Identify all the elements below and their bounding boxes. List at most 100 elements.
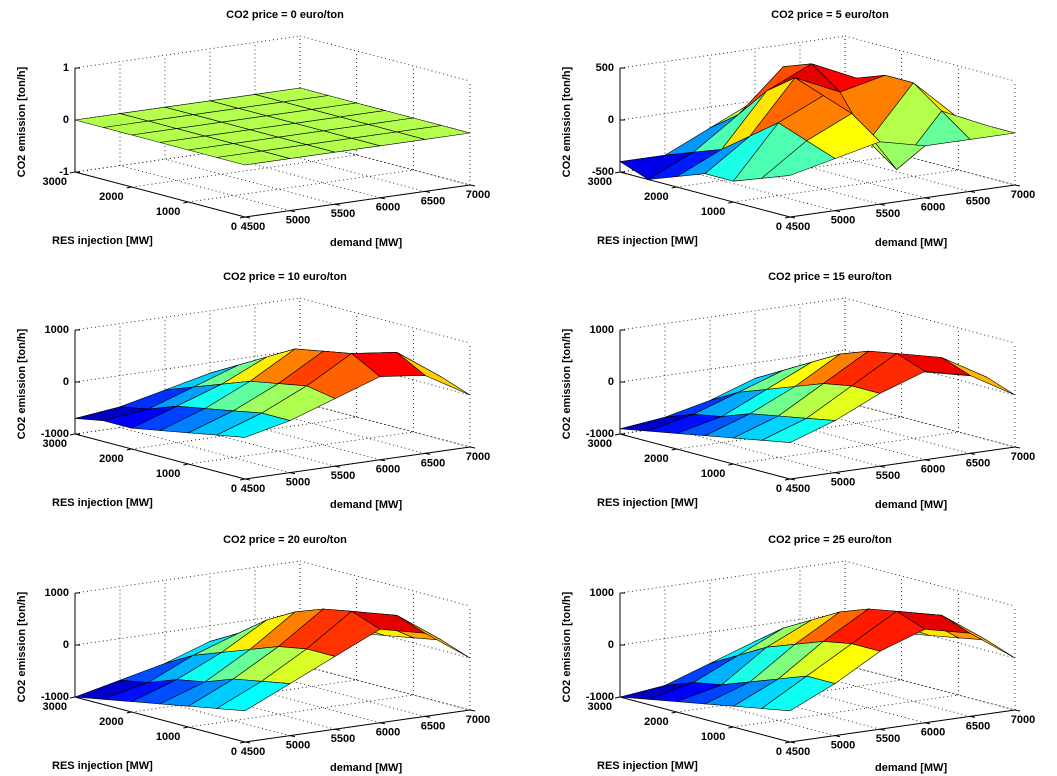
grid-line — [619, 297, 846, 331]
x-tick-label: 6500 — [966, 457, 990, 469]
x-tick — [834, 735, 841, 738]
x-axis — [244, 709, 471, 743]
panel: 4500500055006000650070000100020003000-10… — [16, 9, 490, 249]
x-axis-label: demand [MW] — [330, 237, 402, 249]
z-axis-label: CO2 emission [ton/h] — [16, 328, 28, 439]
surface-patch — [216, 150, 291, 166]
y-tick-label: 1000 — [156, 468, 180, 480]
y-tick — [784, 478, 791, 481]
y-tick-label: 3000 — [43, 701, 67, 713]
z-tick-label: -1000 — [586, 691, 614, 703]
y-tick — [69, 171, 76, 174]
surface-patch — [941, 357, 1016, 396]
y-tick-label: 2000 — [644, 191, 668, 203]
y-tick — [784, 741, 791, 744]
x-tick-label: 6000 — [376, 202, 400, 214]
x-tick — [469, 184, 476, 187]
y-axis-label: RES injection [MW] — [52, 497, 153, 509]
x-tick — [969, 190, 976, 193]
y-tick — [126, 711, 132, 714]
y-tick-label: 1000 — [701, 206, 725, 218]
z-tick-label: 500 — [596, 62, 614, 74]
grid-line — [164, 158, 336, 205]
grid-line — [844, 664, 1016, 711]
x-tick-label: 5000 — [831, 477, 855, 489]
y-tick — [239, 478, 246, 481]
x-tick — [789, 478, 796, 481]
y-tick-label: 3000 — [588, 701, 612, 713]
y-axis-label: RES injection [MW] — [597, 497, 698, 509]
x-tick-label: 6000 — [376, 464, 400, 476]
y-axis-label: RES injection [MW] — [597, 760, 698, 772]
grid-line — [299, 297, 471, 344]
grid-line — [844, 35, 1016, 82]
y-tick-label: 2000 — [644, 716, 668, 728]
x-tick — [424, 190, 431, 193]
y-tick-label: 1000 — [156, 206, 180, 218]
chart-title: CO2 price = 0 euro/ton — [226, 9, 344, 21]
z-tick-label: 0 — [608, 639, 614, 651]
z-tick-label: 0 — [63, 114, 69, 126]
panel: 4500500055006000650070000100020003000-10… — [16, 534, 490, 774]
z-axis-label: CO2 emission [ton/h] — [16, 591, 28, 702]
z-axis-label: CO2 emission [ton/h] — [561, 66, 573, 177]
x-tick — [424, 452, 431, 455]
y-tick — [69, 696, 76, 699]
x-tick-label: 7000 — [466, 189, 490, 201]
y-tick-label: 0 — [776, 221, 782, 233]
chart-title: CO2 price = 25 euro/ton — [768, 534, 892, 546]
x-tick-label: 7000 — [466, 714, 490, 726]
grid-line — [844, 664, 1016, 711]
surface-patch — [215, 680, 291, 712]
z-tick-label: 1000 — [45, 324, 69, 336]
y-tick — [183, 726, 189, 729]
x-tick-label: 4500 — [241, 483, 265, 495]
y-tick — [728, 726, 734, 729]
grid-line — [844, 401, 1016, 448]
x-tick-label: 5500 — [331, 733, 355, 745]
x-tick-label: 5500 — [331, 208, 355, 220]
z-axis-label: CO2 emission [ton/h] — [16, 66, 28, 177]
y-tick — [671, 186, 677, 189]
grid-line — [299, 35, 471, 82]
y-tick — [728, 463, 734, 466]
x-tick — [334, 728, 341, 731]
y-tick — [614, 433, 621, 436]
x-axis — [789, 446, 1016, 480]
y-tick — [784, 216, 791, 219]
y-tick-label: 0 — [776, 746, 782, 758]
x-tick-label: 6000 — [921, 464, 945, 476]
grid-line — [299, 560, 471, 607]
y-axis — [619, 696, 791, 743]
x-tick — [879, 465, 886, 468]
x-tick-label: 6000 — [921, 202, 945, 214]
x-tick-label: 6000 — [376, 727, 400, 739]
y-axis-label: RES injection [MW] — [597, 235, 698, 247]
x-axis-label: demand [MW] — [330, 499, 402, 511]
x-tick-label: 6000 — [921, 727, 945, 739]
z-tick-label: 1000 — [590, 324, 614, 336]
y-tick-label: 3000 — [588, 438, 612, 450]
x-axis — [789, 184, 1016, 218]
x-tick-label: 5500 — [876, 733, 900, 745]
y-tick-label: 1000 — [701, 468, 725, 480]
z-tick-label: 1 — [63, 62, 69, 74]
surface-patch — [215, 412, 291, 438]
grid-line — [844, 297, 1016, 344]
x-tick-label: 7000 — [1011, 189, 1035, 201]
y-tick-label: 2000 — [99, 191, 123, 203]
x-tick — [1014, 709, 1021, 712]
x-tick — [469, 709, 476, 712]
panel: 4500500055006000650070000100020003000-10… — [561, 534, 1035, 774]
y-tick — [614, 696, 621, 699]
x-tick-label: 4500 — [786, 483, 810, 495]
z-tick-label: 1000 — [45, 587, 69, 599]
grid-line — [188, 169, 414, 203]
grid-line — [188, 431, 414, 465]
y-tick-label: 2000 — [644, 453, 668, 465]
x-tick — [379, 722, 386, 725]
x-tick-label: 6500 — [421, 457, 445, 469]
x-tick — [789, 216, 796, 219]
x-tick — [244, 216, 251, 219]
